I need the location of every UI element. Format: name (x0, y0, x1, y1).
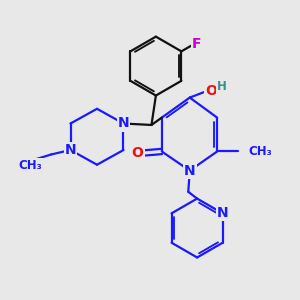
Text: CH₃: CH₃ (248, 145, 272, 158)
Text: H: H (217, 80, 226, 93)
Text: N: N (65, 143, 76, 157)
Text: O: O (206, 84, 218, 98)
Text: F: F (192, 37, 202, 51)
Text: N: N (184, 164, 196, 178)
Text: O: O (132, 146, 144, 160)
Text: CH₃: CH₃ (19, 159, 43, 172)
Text: N: N (217, 206, 228, 220)
Text: N: N (118, 116, 129, 130)
